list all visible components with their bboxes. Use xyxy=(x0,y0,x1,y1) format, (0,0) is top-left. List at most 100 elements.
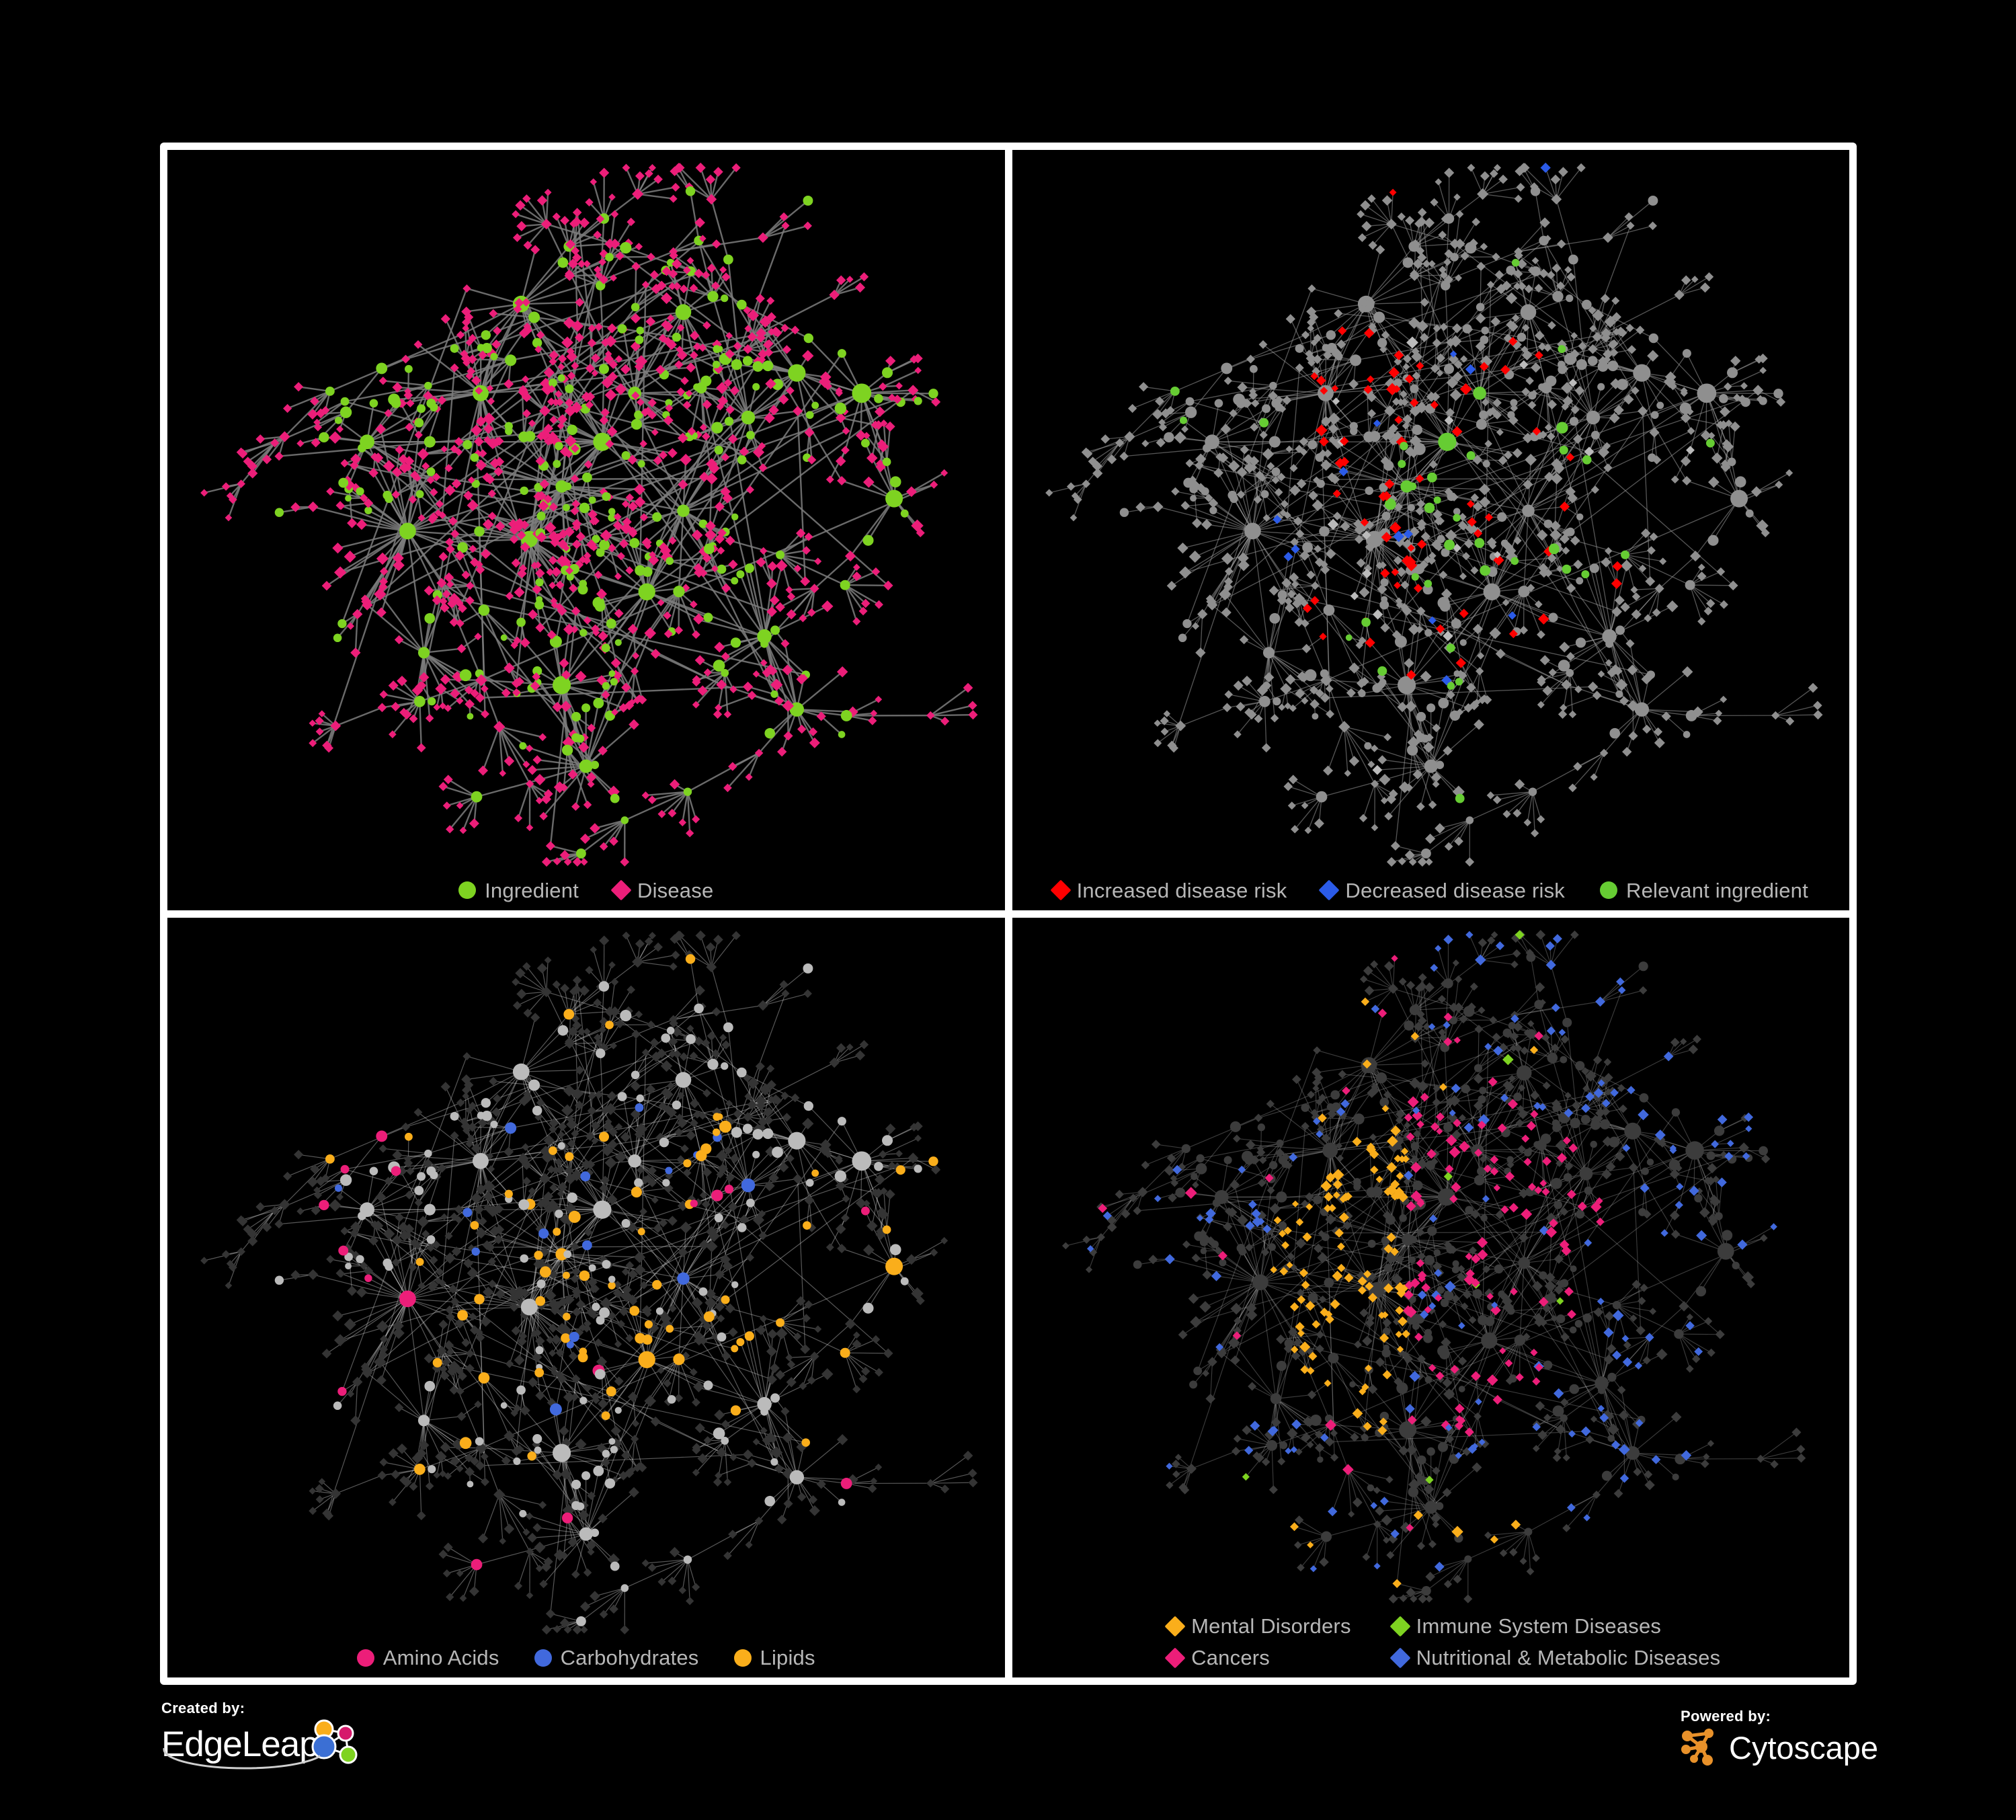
network-node-disease[interactable] xyxy=(1291,1419,1301,1429)
network-node-disease[interactable] xyxy=(780,323,789,333)
network-node-disease[interactable] xyxy=(1184,1186,1197,1199)
network-node-disease[interactable] xyxy=(475,674,487,686)
network-node-disease[interactable] xyxy=(641,791,650,799)
network-node-ingredient[interactable] xyxy=(417,1414,430,1426)
network-node-ingredient[interactable] xyxy=(1455,793,1465,803)
network-node-ingredient[interactable] xyxy=(874,1161,883,1171)
network-node-ingredient[interactable] xyxy=(711,422,723,434)
network-node-disease[interactable] xyxy=(669,194,678,203)
network-node-ingredient[interactable] xyxy=(610,678,618,686)
network-node-disease[interactable] xyxy=(1448,1146,1461,1158)
network-node-disease[interactable] xyxy=(1154,1194,1162,1202)
network-node-ingredient[interactable] xyxy=(565,1152,574,1161)
network-node-disease[interactable] xyxy=(883,580,893,591)
network-node-ingredient[interactable] xyxy=(885,1257,903,1275)
network-node-ingredient[interactable] xyxy=(569,1331,579,1342)
network-node-disease[interactable] xyxy=(786,386,795,395)
network-node-disease[interactable] xyxy=(635,243,643,251)
network-node-ingredient[interactable] xyxy=(882,1225,891,1234)
network-node-ingredient[interactable] xyxy=(417,1171,426,1181)
network-node-ingredient[interactable] xyxy=(581,1240,592,1251)
network-node-disease[interactable] xyxy=(296,440,305,448)
network-node-disease[interactable] xyxy=(1397,1316,1408,1327)
network-node-ingredient[interactable] xyxy=(358,444,366,452)
network-node-disease[interactable] xyxy=(968,701,977,711)
network-node-disease[interactable] xyxy=(1561,1245,1572,1256)
network-node-ingredient[interactable] xyxy=(426,1234,436,1244)
network-node-disease[interactable] xyxy=(778,394,789,405)
network-node-ingredient[interactable] xyxy=(724,417,734,426)
network-node-disease[interactable] xyxy=(471,424,483,436)
network-nodes-highlighted[interactable] xyxy=(274,953,938,1626)
network-node-disease[interactable] xyxy=(614,671,622,680)
network-node-ingredient[interactable] xyxy=(661,1033,671,1043)
network-node-ingredient[interactable] xyxy=(575,848,586,859)
network-node-ingredient[interactable] xyxy=(1443,539,1455,551)
network-node-ingredient[interactable] xyxy=(666,1324,674,1333)
network-node-disease[interactable] xyxy=(394,635,404,645)
network-node-ingredient[interactable] xyxy=(620,242,632,254)
network-node-disease[interactable] xyxy=(564,434,577,447)
network-node-disease[interactable] xyxy=(1669,1144,1677,1152)
network-node-ingredient[interactable] xyxy=(752,1128,764,1140)
network-node-ingredient[interactable] xyxy=(592,535,600,543)
network-node-disease[interactable] xyxy=(534,773,546,786)
network-node-disease[interactable] xyxy=(363,498,374,508)
network-node-ingredient[interactable] xyxy=(557,257,569,268)
network-node-disease[interactable] xyxy=(610,658,621,668)
network-node-disease[interactable] xyxy=(456,801,464,809)
network-node-ingredient[interactable] xyxy=(604,1478,616,1489)
network-node-disease[interactable] xyxy=(475,459,487,471)
network-node-disease[interactable] xyxy=(330,720,341,731)
network-node-ingredient[interactable] xyxy=(776,550,785,559)
network-node-ingredient[interactable] xyxy=(470,453,479,462)
network-node-disease[interactable] xyxy=(337,502,345,510)
network-node-disease[interactable] xyxy=(875,600,883,609)
network-node-disease[interactable] xyxy=(1515,1372,1524,1382)
network-node-disease[interactable] xyxy=(1389,1125,1401,1136)
network-node-ingredient[interactable] xyxy=(334,1184,343,1192)
network-node-ingredient[interactable] xyxy=(770,690,778,698)
network-node-disease[interactable] xyxy=(526,824,534,832)
network-node-disease[interactable] xyxy=(622,517,632,527)
network-node-ingredient[interactable] xyxy=(513,1457,521,1465)
network-node-disease[interactable] xyxy=(1498,1347,1506,1354)
network-node-ingredient[interactable] xyxy=(417,404,426,413)
network-node-disease[interactable] xyxy=(1675,1200,1683,1209)
network-node-disease[interactable] xyxy=(1311,1319,1320,1329)
network-node-ingredient[interactable] xyxy=(677,1271,690,1285)
network-node-disease[interactable] xyxy=(568,584,578,593)
network-node-disease[interactable] xyxy=(532,755,542,764)
network-node-ingredient[interactable] xyxy=(610,793,620,803)
network-node-disease[interactable] xyxy=(885,421,895,432)
network-node-ingredient[interactable] xyxy=(581,703,591,713)
network-node-disease[interactable] xyxy=(1371,1004,1379,1013)
network-node-disease[interactable] xyxy=(1325,1173,1335,1183)
network-node-ingredient[interactable] xyxy=(571,711,581,722)
network-node-disease[interactable] xyxy=(511,558,521,568)
network-node-disease[interactable] xyxy=(315,727,324,736)
network-node-disease[interactable] xyxy=(1457,1321,1465,1329)
network-node-ingredient[interactable] xyxy=(527,1451,536,1460)
network-node-ingredient[interactable] xyxy=(666,1026,675,1035)
network-node-disease[interactable] xyxy=(653,174,663,184)
network-node-ingredient[interactable] xyxy=(599,1307,610,1318)
network-node-disease[interactable] xyxy=(563,623,575,635)
network-node-disease[interactable] xyxy=(1450,1181,1461,1192)
network-node-disease[interactable] xyxy=(401,354,410,364)
network-node-disease[interactable] xyxy=(835,387,843,395)
network-node-ingredient[interactable] xyxy=(1345,634,1352,641)
network-node-disease[interactable] xyxy=(549,502,558,512)
network-node-ingredient[interactable] xyxy=(644,1320,653,1329)
network-node-disease[interactable] xyxy=(940,469,949,477)
network-node-disease[interactable] xyxy=(711,239,721,249)
network-node-disease[interactable] xyxy=(628,699,636,707)
network-node-disease[interactable] xyxy=(536,330,545,340)
network-node-ingredient[interactable] xyxy=(1510,557,1519,565)
network-node-disease[interactable] xyxy=(594,323,603,331)
network-node-disease[interactable] xyxy=(1389,188,1397,196)
network-node-disease[interactable] xyxy=(560,216,570,226)
network-node-ingredient[interactable] xyxy=(1400,480,1413,493)
network-node-disease[interactable] xyxy=(875,695,883,703)
network-node-disease[interactable] xyxy=(391,490,401,499)
